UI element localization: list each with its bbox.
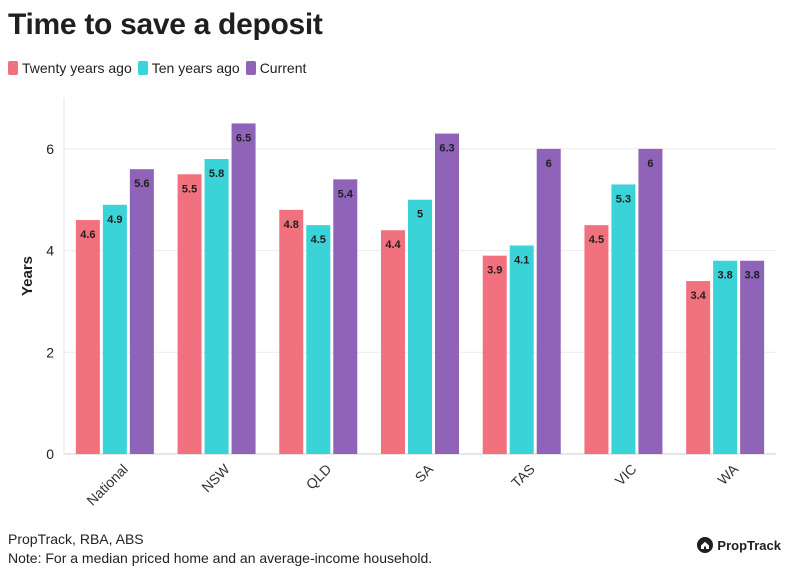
legend-label: Ten years ago [151,60,240,76]
bar[interactable] [279,209,304,454]
bar[interactable] [129,169,154,454]
source-note: PropTrack, RBA, ABS Note: For a median p… [8,530,432,568]
data-label: 5 [417,209,423,221]
y-axis-title: Years [19,256,36,296]
brand-name: PropTrack [717,537,781,553]
data-label: 4.5 [589,234,604,246]
bar[interactable] [177,174,202,455]
brand-logo: PropTrack [697,537,781,553]
bar[interactable] [740,260,765,454]
y-tick-label: 4 [46,243,54,259]
y-axis: 0 2 4 6 Years [19,98,65,462]
data-label: 4.9 [107,214,122,226]
legend-item-ten-years-ago[interactable]: Ten years ago [137,60,240,76]
data-label: 5.6 [134,178,149,190]
data-label: 5.8 [209,168,224,180]
bar[interactable] [408,199,432,454]
bar[interactable] [231,123,256,454]
data-label: 6 [647,158,653,170]
bar[interactable] [638,148,663,454]
bar[interactable] [333,179,358,454]
bar[interactable] [482,255,507,454]
legend-swatch [137,61,148,75]
data-label: 4.4 [385,239,401,251]
data-labels: 4.6 4.9 5.6 5.5 5.8 6.5 4.8 4.5 5.4 4.4 5 6.3 3.9 4.1… [80,132,760,302]
x-tick-label: WA [714,460,741,487]
data-label: 3.8 [717,270,732,282]
legend: Twenty years ago Ten years ago Current [8,60,312,76]
data-label: 6.3 [439,143,454,155]
legend-label: Current [259,60,307,76]
legend-label: Twenty years ago [22,60,132,76]
data-label: 3.9 [487,265,502,277]
bar[interactable] [686,281,711,454]
bar[interactable] [509,245,534,454]
note-text: Note: For a median priced home and an av… [8,550,433,566]
y-tick-label: 6 [46,141,54,157]
chart-title: Time to save a deposit [8,8,323,41]
x-tick-label: QLD [303,461,335,493]
bar[interactable] [75,220,100,454]
legend-swatch [8,61,18,75]
data-label: 6.5 [236,132,251,144]
legend-item-current[interactable]: Current [245,60,307,76]
house-icon [697,537,714,553]
data-label: 3.8 [744,270,759,282]
legend-item-twenty-years-ago[interactable]: Twenty years ago [8,60,132,76]
data-label: 5.3 [616,193,631,205]
data-label: 3.4 [690,290,706,302]
source-text: PropTrack, RBA, ABS [8,531,144,547]
bars [75,123,765,455]
x-axis: National NSW QLD SA TAS VIC WA [83,460,741,508]
bar[interactable] [102,204,127,454]
bar[interactable] [584,225,609,454]
x-tick-label: TAS [508,461,538,491]
bar[interactable] [306,225,331,454]
x-tick-label: National [83,461,131,509]
data-label: 5.4 [338,188,354,200]
data-label: 5.5 [182,183,197,195]
x-tick-label: VIC [612,461,640,489]
bar[interactable] [536,148,561,454]
data-label: 4.1 [514,254,529,266]
y-tick-label: 0 [46,446,54,462]
bar[interactable] [381,230,405,454]
legend-swatch [245,61,256,75]
data-label: 4.5 [311,234,326,246]
x-tick-label: SA [412,460,437,485]
data-label: 4.8 [284,219,299,231]
bar[interactable] [611,184,636,454]
data-label: 4.6 [80,229,95,241]
bar[interactable] [435,133,459,454]
y-tick-label: 2 [46,344,54,360]
x-tick-label: NSW [198,460,233,495]
bar[interactable] [204,159,229,454]
bar[interactable] [713,260,738,454]
data-label: 6 [546,158,552,170]
